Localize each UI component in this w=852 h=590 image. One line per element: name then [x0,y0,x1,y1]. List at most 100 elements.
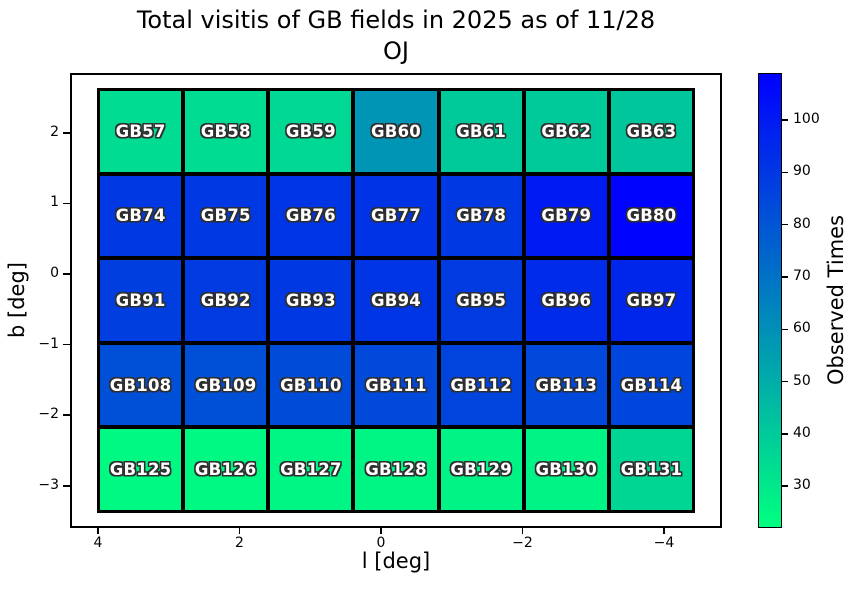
x-tick-label: −2 [512,535,533,551]
x-tick-mark [238,528,241,534]
heatmap-cell-gb91: GB91 [100,260,182,341]
heatmap-cell-gb59: GB59 [270,91,352,172]
heatmap-cell-gb109: GB109 [185,344,267,426]
field-label: GB109 [194,375,257,395]
colorbar-tick-label: 60 [793,320,811,337]
heatmap-cell-gb80: GB80 [610,175,692,257]
colorbar-tick-label: 50 [793,372,811,389]
colorbar-tick-label: 90 [793,163,811,180]
heatmap-cell-gb62: GB62 [525,91,607,172]
x-tick-mark [380,528,382,534]
heatmap-cell-gb77: GB77 [355,175,437,257]
field-label: GB92 [200,290,251,310]
field-label: GB77 [371,206,421,226]
colorbar-tick-mark [782,485,788,487]
heatmap-cell-gb76: GB76 [270,175,352,257]
colorbar-tick-label: 70 [793,267,811,284]
y-tick-label: 1 [50,194,59,211]
heatmap-cell-gb113: GB113 [525,344,607,426]
colorbar-tick-label: 40 [793,424,811,441]
colorbar-tick-label: 30 [793,477,811,494]
chart-title-line1: Total visitis of GB fields in 2025 as of… [136,6,656,34]
heatmap-cell-gb112: GB112 [440,344,522,426]
heatmap-cell-gb92: GB92 [185,260,267,341]
field-label: GB60 [371,121,421,141]
heatmap-cell-gb61: GB61 [440,91,522,172]
field-label: GB113 [535,375,598,395]
field-label: GB91 [115,290,166,310]
heatmap-cell-gb93: GB93 [270,260,352,341]
heatmap-cell-gb114: GB114 [610,344,692,426]
colorbar-tick-mark [782,276,788,278]
field-label: GB131 [620,460,683,480]
chart-title: Total visitis of GB fields in 2025 as of… [70,5,722,66]
field-label: GB78 [456,206,507,226]
field-label: GB58 [200,121,251,141]
y-tick-mark [63,202,70,205]
y-tick-mark [63,343,70,346]
heatmap-cell-gb95: GB95 [440,260,522,341]
field-label: GB110 [280,375,342,395]
field-label: GB129 [450,460,512,480]
field-label: GB112 [450,375,512,395]
field-label: GB79 [541,206,592,226]
heatmap-cell-gb126: GB126 [185,429,267,510]
heatmap-cell-gb130: GB130 [525,429,607,510]
heatmap-cell-gb131: GB131 [610,429,692,510]
x-axis-label: l [deg] [361,549,431,573]
field-label: GB114 [620,375,683,395]
field-label: GB76 [285,206,336,226]
heatmap-cell-gb125: GB125 [100,429,182,510]
colorbar-tick-label: 100 [793,111,820,128]
y-tick-label: 0 [50,265,59,281]
heatmap-cell-gb111: GB111 [355,344,437,426]
colorbar-tick-mark [782,119,788,121]
field-label: GB74 [115,206,166,226]
heatmap-cell-gb57: GB57 [100,91,182,172]
colorbar [758,73,782,528]
field-label: GB128 [365,460,427,480]
field-label: GB125 [109,460,172,480]
x-tick-mark [663,528,665,534]
heatmap-cell-gb74: GB74 [100,175,182,257]
field-label: GB127 [280,460,342,480]
y-tick-mark [63,485,70,487]
y-tick-label: −3 [38,476,59,493]
field-label: GB111 [365,375,427,395]
colorbar-tick-mark [782,171,788,174]
heatmap-cell-gb128: GB128 [355,429,437,510]
field-label: GB94 [371,290,421,310]
field-label: GB63 [626,121,677,141]
field-label: GB57 [115,121,166,141]
field-label: GB130 [535,460,598,480]
y-tick-label: −1 [38,335,59,352]
colorbar-tick-mark [782,223,788,226]
field-label: GB97 [626,290,677,310]
heatmap-cell-gb110: GB110 [270,344,352,426]
chart-title-line2: OJ [383,36,409,65]
y-tick-mark [63,414,70,416]
heatmap-cell-gb75: GB75 [185,175,267,257]
heatmap-cell-gb78: GB78 [440,175,522,257]
field-label: GB126 [194,460,257,480]
heatmap-cell-gb79: GB79 [525,175,607,257]
colorbar-tick-mark [782,328,788,330]
heatmap-cell-gb127: GB127 [270,429,352,510]
field-label: GB75 [200,206,251,226]
x-tick-mark [97,528,99,534]
heatmap-cell-gb58: GB58 [185,91,267,172]
field-label: GB96 [541,290,592,310]
colorbar-tick-label: 80 [793,215,811,232]
x-tick-label: 2 [235,535,244,551]
colorbar-tick-mark [782,433,788,435]
heatmap-cell-gb63: GB63 [610,91,692,172]
heatmap-cell-gb96: GB96 [525,260,607,341]
heatmap-cell-gb60: GB60 [355,91,437,172]
field-label: GB80 [626,206,677,226]
field-label: GB62 [541,121,592,141]
y-tick-label: 2 [50,123,59,140]
x-tick-label: 0 [376,535,386,551]
heatmap-cell-gb108: GB108 [100,344,182,426]
x-tick-label: −4 [653,535,675,551]
